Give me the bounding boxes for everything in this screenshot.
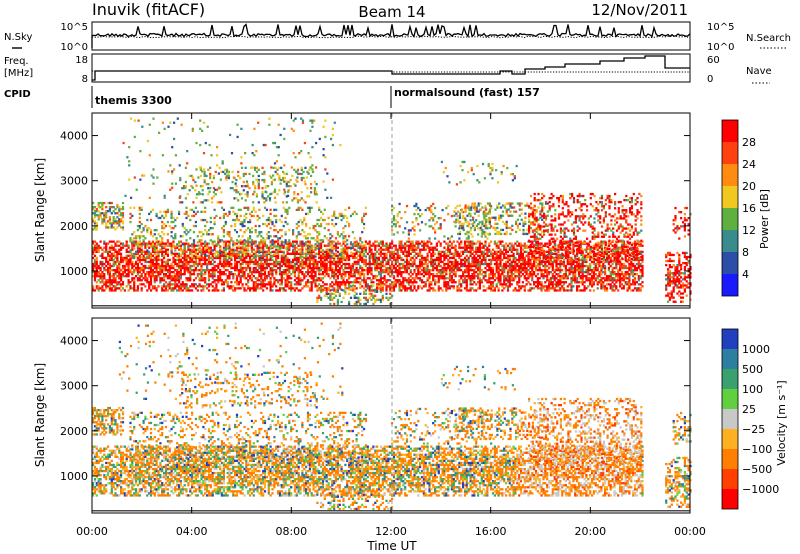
colorbar-tick-label: −25 bbox=[742, 423, 765, 436]
velocity-axes: 1000 2000 3000 4000 bbox=[60, 318, 691, 513]
nsearch-tick-top: 10^5 bbox=[707, 22, 734, 33]
colorbar-tick-label: 25 bbox=[742, 403, 756, 416]
velocity-colorbar: 1000 500 100 25 −25 −100 −500 −1000 bbox=[721, 328, 779, 510]
freq-tick-top: 18 bbox=[75, 55, 88, 66]
colorbar-swatch bbox=[722, 252, 738, 274]
time-axis: 00:00 04:00 08:00 12:00 16:00 20:00 00:00 bbox=[76, 525, 706, 538]
colorbar-swatch bbox=[722, 389, 738, 409]
nsky-label: N.Sky bbox=[4, 32, 32, 43]
x-tick-label: 12:00 bbox=[375, 525, 407, 538]
beam-title: Beam 14 bbox=[358, 3, 425, 21]
y-tick-label: 2000 bbox=[60, 425, 88, 438]
y-tick-label: 4000 bbox=[60, 335, 88, 348]
colorbar-swatch bbox=[722, 469, 738, 489]
power-colorbar: 4 8 12 16 20 24 28 bbox=[721, 119, 756, 297]
time-axis-label: Time UT bbox=[366, 539, 417, 553]
colorbar-swatch bbox=[722, 449, 738, 469]
colorbar-swatch bbox=[722, 349, 738, 369]
colorbar-tick-label: 16 bbox=[742, 202, 756, 215]
colorbar-tick-label: 20 bbox=[742, 180, 756, 193]
power-colorbar-label: Power [dB] bbox=[758, 189, 771, 249]
nsky-tick-top: 10^5 bbox=[61, 22, 88, 33]
nave-trace bbox=[92, 70, 690, 73]
colorbar-swatch bbox=[722, 409, 738, 429]
colorbar-swatch bbox=[722, 230, 738, 252]
nsearch-label: N.Search bbox=[746, 33, 791, 44]
nave-label: Nave bbox=[746, 66, 772, 77]
x-tick-label: 00:00 bbox=[674, 525, 706, 538]
y-tick-label: 1000 bbox=[60, 265, 88, 278]
colorbar-swatch bbox=[722, 369, 738, 389]
x-tick-label: 08:00 bbox=[275, 525, 307, 538]
y-tick-label: 1000 bbox=[60, 470, 88, 483]
colorbar-tick-label: −1000 bbox=[742, 483, 779, 496]
colorbar-swatch bbox=[722, 164, 738, 186]
colorbar-tick-label: 28 bbox=[742, 136, 756, 149]
nave-tick-top: 60 bbox=[707, 55, 720, 66]
nave-tick-bottom: 0 bbox=[707, 74, 713, 85]
freq-track: Freq. [MHz] 18 8 60 0 Nave bbox=[4, 53, 772, 85]
colorbar-swatch bbox=[722, 208, 738, 230]
freq-unit: [MHz] bbox=[4, 68, 33, 79]
cpid-segment-2: normalsound (fast) 157 bbox=[394, 86, 540, 99]
colorbar-swatch bbox=[722, 329, 738, 349]
velocity-panel: 1000 2000 3000 4000 Slant Range [km] 1000 50… bbox=[33, 317, 788, 514]
x-tick-label: 00:00 bbox=[76, 525, 108, 538]
colorbar-tick-label: 8 bbox=[742, 246, 749, 259]
colorbar-tick-label: −100 bbox=[742, 443, 772, 456]
freq-label: Freq. bbox=[4, 56, 29, 67]
x-tick-label: 04:00 bbox=[176, 525, 208, 538]
y-tick-label: 3000 bbox=[60, 380, 88, 393]
velocity-colorbar-label: Velocity [m s⁻¹] bbox=[775, 380, 788, 465]
power-axes: 1000 2000 3000 4000 bbox=[60, 113, 691, 308]
nsky-trace bbox=[91, 23, 691, 48]
x-tick-label: 20:00 bbox=[574, 525, 606, 538]
colorbar-tick-label: 500 bbox=[742, 363, 763, 376]
nsky-track: N.Sky 10^5 10^0 10^5 10^0 N.Search bbox=[4, 21, 791, 53]
date-title: 12/Nov/2011 bbox=[591, 1, 688, 19]
colorbar-tick-label: 100 bbox=[742, 383, 763, 396]
colorbar-swatch bbox=[722, 120, 738, 142]
cpid-label: CPID bbox=[4, 89, 31, 100]
power-panel: 1000 2000 3000 4000 Slant Range [km] 4 8 12 16… bbox=[33, 112, 771, 309]
colorbar-tick-label: 1000 bbox=[742, 343, 770, 356]
y-tick-label: 2000 bbox=[60, 220, 88, 233]
y-tick-label: 3000 bbox=[60, 175, 88, 188]
nsearch-tick-bottom: 10^0 bbox=[707, 42, 734, 53]
power-ylabel: Slant Range [km] bbox=[33, 158, 47, 262]
cpid-track: CPID themis 3300 normalsound (fast) 157 bbox=[4, 86, 540, 108]
colorbar-tick-label: −500 bbox=[742, 463, 772, 476]
colorbar-swatch bbox=[722, 274, 738, 296]
nsearch-trace bbox=[91, 35, 689, 39]
station-title: Inuvik (fitACF) bbox=[92, 0, 205, 19]
x-tick-label: 16:00 bbox=[475, 525, 507, 538]
cpid-segment-1: themis 3300 bbox=[95, 94, 172, 107]
colorbar-swatch bbox=[722, 429, 738, 449]
colorbar-swatch bbox=[722, 186, 738, 208]
colorbar-swatch bbox=[722, 489, 738, 509]
nsky-tick-bottom: 10^0 bbox=[61, 42, 88, 53]
y-tick-label: 4000 bbox=[60, 130, 88, 143]
colorbar-swatch bbox=[722, 142, 738, 164]
velocity-ylabel: Slant Range [km] bbox=[33, 363, 47, 467]
colorbar-tick-label: 12 bbox=[742, 224, 756, 237]
colorbar-tick-label: 24 bbox=[742, 158, 756, 171]
colorbar-tick-label: 4 bbox=[742, 268, 749, 281]
freq-tick-bottom: 8 bbox=[82, 74, 88, 85]
freq-trace bbox=[92, 55, 690, 81]
